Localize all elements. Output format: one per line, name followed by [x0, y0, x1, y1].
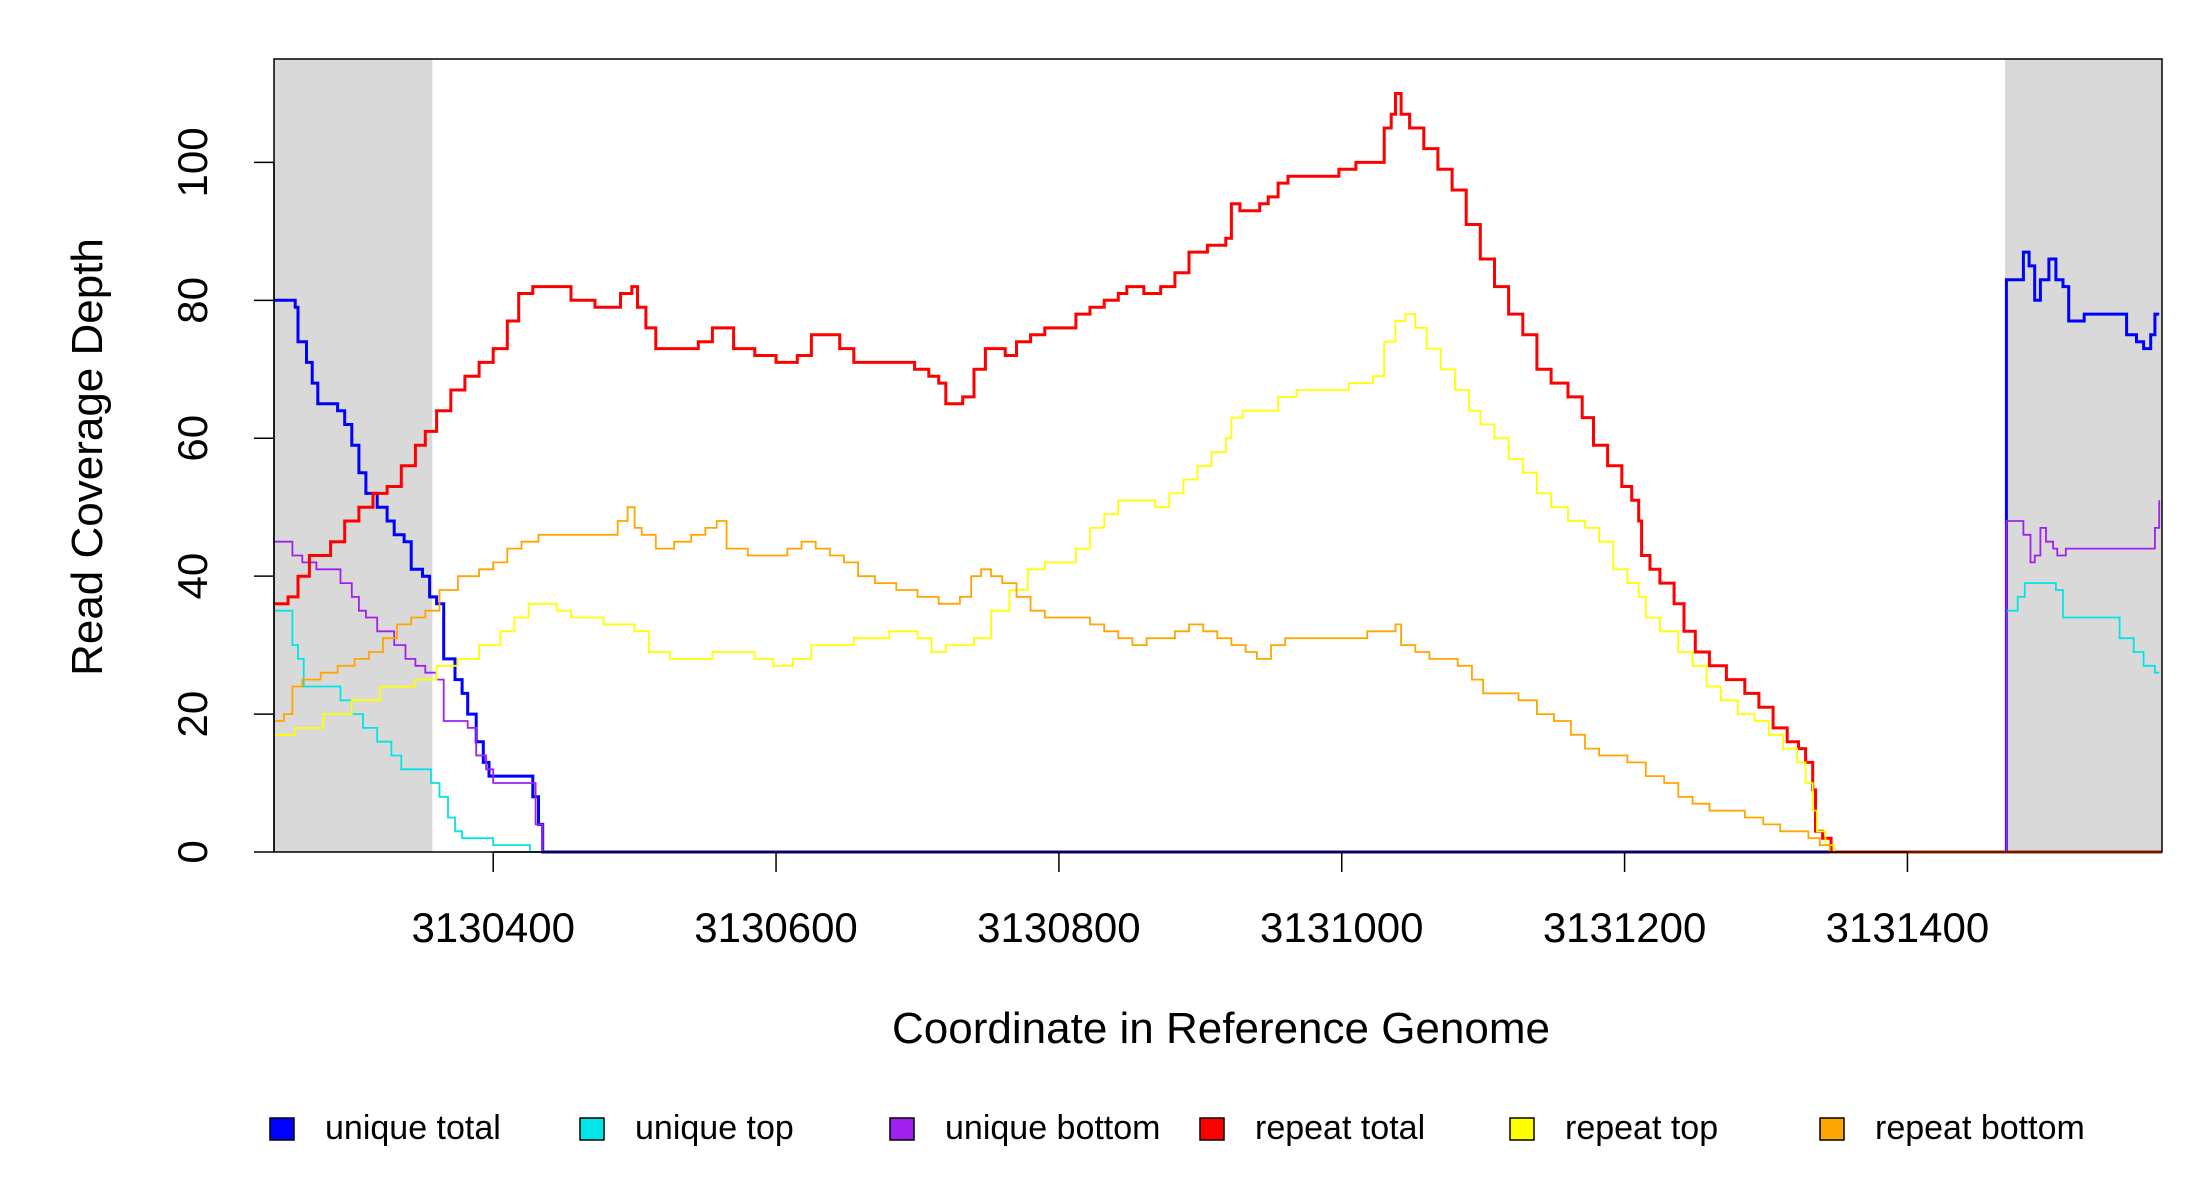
series-unique-bottom: [274, 500, 2161, 853]
legend-label-unique-top: unique top: [635, 1109, 794, 1147]
legend-label-unique-bottom: unique bottom: [945, 1109, 1161, 1147]
shaded-regions: [274, 59, 2162, 852]
y-axis-label: Read Coverage Depth: [63, 238, 112, 676]
shaded-region-1: [274, 59, 433, 852]
x-tick-label: 3130600: [694, 904, 858, 951]
x-axis-label: Coordinate in Reference Genome: [892, 1004, 1550, 1053]
x-axis: 3130400 3130600 3130800 3131000 3131200 31314…: [411, 851, 1990, 951]
y-tick-label: 100: [169, 127, 216, 197]
shaded-region-2: [2005, 59, 2162, 852]
legend-swatch-repeat-bottom: [1819, 1117, 1845, 1141]
series-unique-top: [274, 582, 2160, 853]
series-repeat-total: [274, 92, 2162, 854]
legend-label-unique-total: unique total: [325, 1109, 501, 1147]
legend-swatch-repeat-top: [1509, 1117, 1535, 1141]
legend-swatch-unique-top: [579, 1117, 605, 1141]
x-tick-label: 3131200: [1543, 904, 1707, 951]
legend-swatch-unique-total: [269, 1117, 295, 1141]
series-repeat-top: [274, 313, 2162, 853]
series-unique-total: [274, 250, 2160, 854]
y-tick-label: 80: [169, 277, 216, 324]
legend-label-repeat-total: repeat total: [1255, 1109, 1425, 1147]
legend-swatch-unique-bottom: [889, 1117, 915, 1141]
series-lines: [274, 92, 2162, 854]
y-tick-label: 60: [169, 415, 216, 462]
y-axis: 0 20 40 60 80 100: [169, 127, 275, 864]
legend-label-repeat-top: repeat top: [1565, 1109, 1718, 1147]
x-tick-label: 3131000: [1260, 904, 1424, 951]
legend-label-repeat-bottom: repeat bottom: [1875, 1109, 2085, 1147]
plot-frame: [273, 58, 2163, 853]
y-tick-label: 20: [169, 691, 216, 738]
series-repeat-bottom: [274, 506, 2162, 853]
x-tick-label: 3130400: [411, 904, 575, 951]
y-tick-label: 40: [169, 553, 216, 600]
y-tick-label: 0: [169, 840, 216, 863]
x-tick-label: 3131400: [1826, 904, 1990, 951]
legend-swatch-repeat-total: [1199, 1117, 1225, 1141]
x-tick-label: 3130800: [977, 904, 1141, 951]
legend: unique total unique top unique bottom repea…: [269, 1109, 2085, 1147]
